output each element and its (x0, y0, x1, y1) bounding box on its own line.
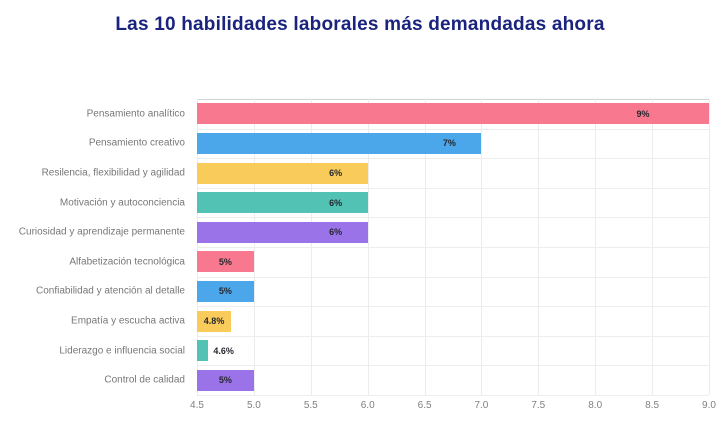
x-tick-label: 5.0 (246, 400, 261, 411)
bar (197, 340, 209, 362)
x-tick-label: 8.0 (588, 400, 603, 411)
x-tick-label: 8.5 (645, 400, 660, 411)
bar (197, 369, 254, 391)
x-tick-label: 9.0 (702, 400, 716, 411)
bar (197, 310, 232, 332)
gridline-horizontal (197, 276, 709, 278)
gridline-vertical (595, 99, 597, 395)
category-label: Control de calidad (104, 374, 185, 386)
bar-value-label: 5% (218, 375, 232, 386)
category-label: Curiosidad y aprendizaje permanente (18, 226, 185, 238)
bar (197, 251, 254, 273)
bar (197, 221, 368, 243)
category-label: Liderazgo e influencia social (59, 345, 185, 357)
gridline-vertical (367, 99, 369, 395)
chart-title: Las 10 habilidades laborales más demanda… (115, 14, 605, 35)
category-label: Confiabilidad y atención al detalle (36, 285, 185, 297)
category-label: Empatía y escucha activa (71, 315, 185, 327)
bar-value-label: 4.8% (203, 316, 225, 326)
bar-value-label: 6% (329, 227, 343, 238)
gridline-horizontal (197, 217, 709, 219)
gridline-horizontal (197, 187, 709, 189)
bar-value-label: 7% (442, 138, 456, 149)
category-label: Pensamiento analítico (86, 108, 185, 120)
gridline-vertical (197, 99, 198, 395)
gridline-vertical (481, 99, 483, 395)
bar-value-label: 5% (218, 286, 232, 297)
category-axis: Pensamiento analítico Pensamiento creativ… (0, 99, 191, 395)
plot-top-border (197, 99, 709, 100)
gridline-horizontal (197, 158, 709, 160)
bar (197, 132, 482, 154)
gridline-horizontal (197, 306, 709, 308)
gridline-vertical (310, 99, 312, 395)
x-tick-label: 4.5 (190, 400, 204, 411)
category-label: Resilencia, flexibilidad y agilidad (41, 167, 185, 179)
x-tick-label: 7.0 (474, 400, 489, 411)
gridline-vertical (253, 99, 255, 395)
category-label: Alfabetización tecnológica (69, 256, 185, 268)
x-tick-label: 6.0 (360, 400, 375, 411)
gridline-vertical (538, 99, 540, 395)
gridline-vertical (424, 99, 426, 395)
x-tick-label: 5.5 (303, 400, 318, 411)
bar-value-label: 6% (329, 168, 343, 178)
bar-value-label: 6% (329, 197, 343, 208)
bar (197, 280, 254, 302)
bar-value-label: 4.6% (213, 345, 234, 356)
gridline-horizontal (197, 335, 709, 337)
gridline-horizontal (197, 395, 709, 396)
bar (197, 162, 368, 184)
gridline-horizontal (197, 247, 709, 248)
plot-area: 9% 7% 6% 6% 6% 5% 5% 4.8% 4.6% 5% (197, 99, 710, 396)
bar (197, 103, 709, 125)
bar-value-label: 9% (636, 108, 650, 119)
x-tick-label: 6.5 (417, 400, 432, 411)
gridline-horizontal (197, 365, 709, 367)
gridline-vertical (709, 99, 710, 395)
value-axis: 4.5 5.0 5.5 6.0 6.5 7.0 7.5 8.0 8.5 9.0 (0, 400, 720, 414)
category-label: Pensamiento creativo (88, 137, 185, 149)
bar (197, 192, 368, 214)
gridline-vertical (652, 99, 654, 395)
category-label: Motivación y autoconciencia (59, 197, 185, 209)
gridline-horizontal (197, 128, 709, 130)
x-tick-label: 7.5 (531, 400, 546, 411)
bar-value-label: 5% (218, 256, 232, 267)
